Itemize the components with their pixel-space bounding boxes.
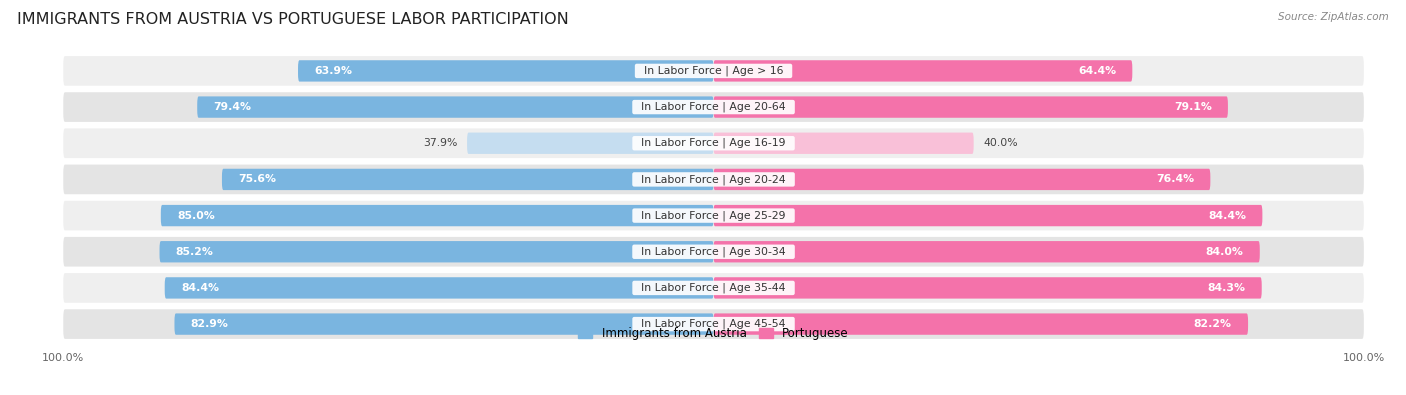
FancyBboxPatch shape	[160, 205, 713, 226]
FancyBboxPatch shape	[197, 96, 713, 118]
Text: 84.4%: 84.4%	[1208, 211, 1246, 220]
Text: 82.2%: 82.2%	[1194, 319, 1232, 329]
Text: 84.3%: 84.3%	[1208, 283, 1246, 293]
FancyBboxPatch shape	[713, 313, 1249, 335]
Text: 85.0%: 85.0%	[177, 211, 215, 220]
Text: In Labor Force | Age 20-24: In Labor Force | Age 20-24	[634, 174, 793, 185]
Text: In Labor Force | Age > 16: In Labor Force | Age > 16	[637, 66, 790, 76]
FancyBboxPatch shape	[713, 277, 1261, 299]
FancyBboxPatch shape	[298, 60, 713, 82]
FancyBboxPatch shape	[63, 128, 1364, 158]
FancyBboxPatch shape	[63, 237, 1364, 267]
Text: 63.9%: 63.9%	[315, 66, 353, 76]
Text: 64.4%: 64.4%	[1078, 66, 1116, 76]
Text: 85.2%: 85.2%	[176, 247, 214, 257]
Legend: Immigrants from Austria, Portuguese: Immigrants from Austria, Portuguese	[574, 322, 853, 345]
FancyBboxPatch shape	[63, 56, 1364, 86]
Text: In Labor Force | Age 30-34: In Labor Force | Age 30-34	[634, 246, 793, 257]
Text: 82.9%: 82.9%	[191, 319, 229, 329]
FancyBboxPatch shape	[63, 201, 1364, 230]
FancyBboxPatch shape	[63, 309, 1364, 339]
FancyBboxPatch shape	[174, 313, 713, 335]
Text: 84.4%: 84.4%	[181, 283, 219, 293]
Text: 37.9%: 37.9%	[423, 138, 457, 148]
FancyBboxPatch shape	[713, 96, 1227, 118]
FancyBboxPatch shape	[159, 241, 713, 262]
FancyBboxPatch shape	[222, 169, 713, 190]
Text: 84.0%: 84.0%	[1205, 247, 1243, 257]
FancyBboxPatch shape	[713, 205, 1263, 226]
Text: Source: ZipAtlas.com: Source: ZipAtlas.com	[1278, 12, 1389, 22]
FancyBboxPatch shape	[467, 133, 713, 154]
Text: In Labor Force | Age 16-19: In Labor Force | Age 16-19	[634, 138, 793, 149]
FancyBboxPatch shape	[713, 241, 1260, 262]
FancyBboxPatch shape	[713, 169, 1211, 190]
FancyBboxPatch shape	[165, 277, 713, 299]
Text: 76.4%: 76.4%	[1156, 175, 1194, 184]
FancyBboxPatch shape	[63, 92, 1364, 122]
FancyBboxPatch shape	[63, 165, 1364, 194]
Text: 75.6%: 75.6%	[238, 175, 276, 184]
Text: In Labor Force | Age 35-44: In Labor Force | Age 35-44	[634, 283, 793, 293]
Text: 79.4%: 79.4%	[214, 102, 252, 112]
Text: In Labor Force | Age 45-54: In Labor Force | Age 45-54	[634, 319, 793, 329]
Text: IMMIGRANTS FROM AUSTRIA VS PORTUGUESE LABOR PARTICIPATION: IMMIGRANTS FROM AUSTRIA VS PORTUGUESE LA…	[17, 12, 568, 27]
Text: In Labor Force | Age 20-64: In Labor Force | Age 20-64	[634, 102, 793, 112]
FancyBboxPatch shape	[713, 133, 973, 154]
Text: 40.0%: 40.0%	[983, 138, 1018, 148]
Text: 79.1%: 79.1%	[1174, 102, 1212, 112]
FancyBboxPatch shape	[713, 60, 1132, 82]
Text: In Labor Force | Age 25-29: In Labor Force | Age 25-29	[634, 210, 793, 221]
FancyBboxPatch shape	[63, 273, 1364, 303]
